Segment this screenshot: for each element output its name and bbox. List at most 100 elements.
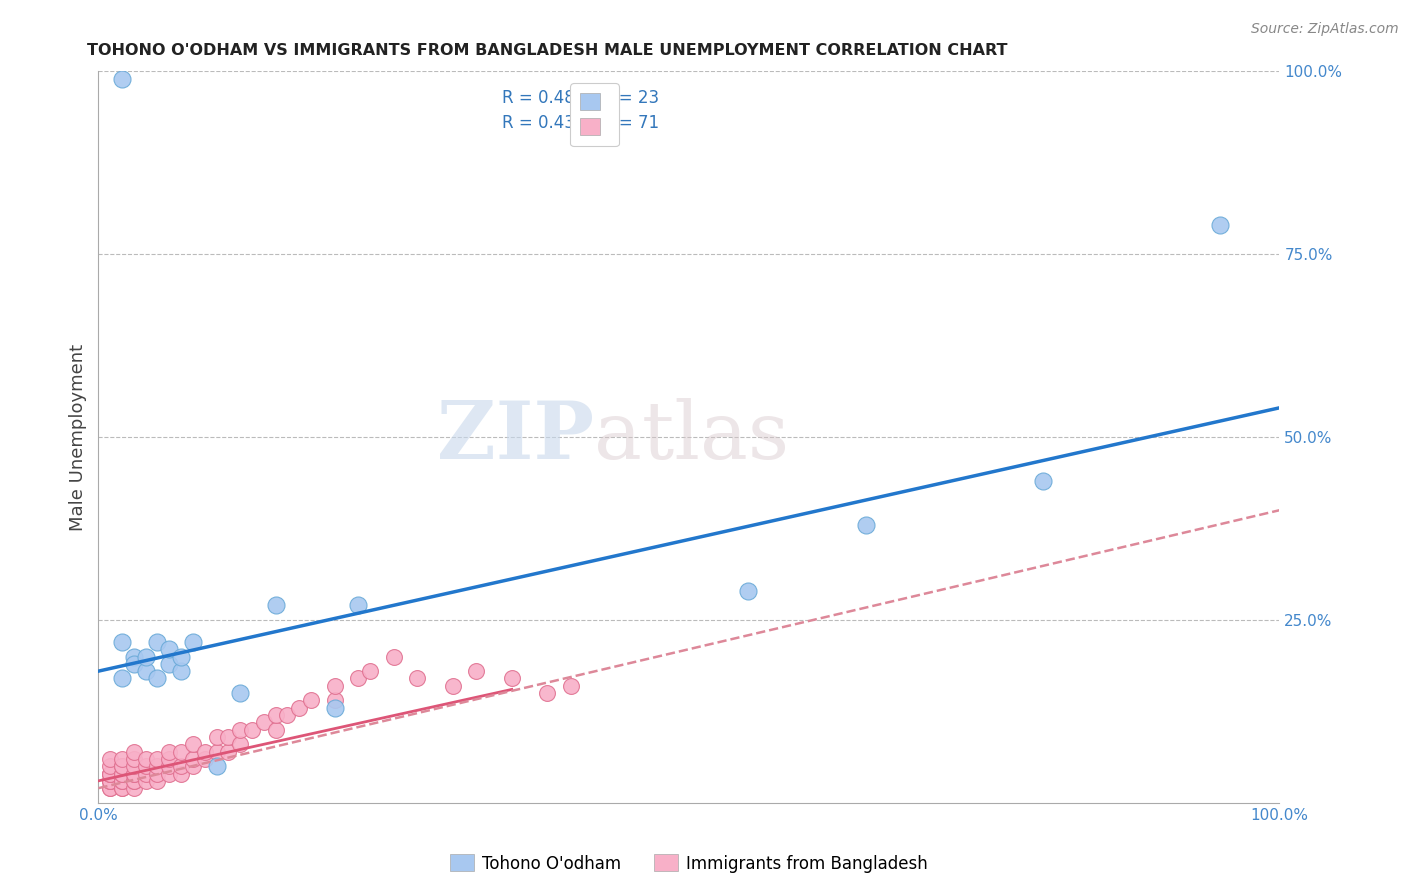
Legend: Tohono O'odham, Immigrants from Bangladesh: Tohono O'odham, Immigrants from Banglade… (443, 847, 935, 880)
Point (737, 583, 759, 598)
Point (288, 700, 311, 714)
Point (135, 759, 157, 773)
Point (111, 672, 134, 686)
Point (264, 599, 287, 613)
Legend: , : , (571, 83, 619, 146)
Point (146, 672, 169, 686)
Point (111, 773, 134, 788)
Point (170, 759, 193, 773)
Point (157, 759, 180, 773)
Point (170, 664, 193, 678)
Point (111, 752, 134, 766)
Point (253, 715, 276, 730)
Point (157, 745, 180, 759)
Text: atlas: atlas (595, 398, 790, 476)
Point (1209, 218, 1232, 232)
Point (170, 766, 193, 780)
Point (229, 737, 252, 751)
Point (111, 781, 134, 796)
Text: R = 0.484   N = 23: R = 0.484 N = 23 (502, 88, 659, 107)
Point (122, 781, 145, 796)
Point (122, 766, 145, 780)
Point (205, 730, 228, 744)
Point (146, 752, 169, 766)
Point (98, 759, 121, 773)
Point (146, 635, 169, 649)
Point (170, 745, 193, 759)
Point (205, 745, 228, 759)
Point (111, 759, 134, 773)
Point (146, 766, 169, 780)
Point (229, 686, 252, 700)
Y-axis label: Male Unemployment: Male Unemployment (69, 343, 87, 531)
Point (157, 642, 180, 657)
Point (382, 649, 405, 664)
Point (170, 649, 193, 664)
Point (98, 752, 121, 766)
Point (98, 781, 121, 796)
Point (194, 752, 217, 766)
Point (146, 773, 169, 788)
Point (501, 672, 523, 686)
Point (536, 686, 558, 700)
Text: R = 0.436   N = 71: R = 0.436 N = 71 (502, 113, 659, 131)
Point (406, 672, 429, 686)
Point (1032, 474, 1054, 488)
Point (264, 723, 287, 737)
Point (98, 773, 121, 788)
Point (560, 679, 582, 693)
Point (323, 693, 346, 707)
Point (181, 635, 204, 649)
Point (157, 752, 180, 766)
Point (855, 517, 877, 532)
Point (347, 672, 370, 686)
Point (465, 664, 488, 678)
Point (323, 679, 346, 693)
Point (122, 657, 145, 671)
Point (98, 773, 121, 788)
Point (299, 693, 322, 707)
Point (122, 759, 145, 773)
Point (122, 773, 145, 788)
Point (111, 759, 134, 773)
Point (135, 773, 157, 788)
Point (240, 723, 263, 737)
Point (111, 773, 134, 788)
Point (122, 649, 145, 664)
Point (217, 730, 239, 744)
Point (181, 737, 204, 751)
Point (111, 635, 134, 649)
Point (205, 759, 228, 773)
Point (98, 766, 121, 780)
Point (111, 766, 134, 780)
Point (264, 708, 287, 723)
Point (98, 766, 121, 780)
Point (157, 766, 180, 780)
Point (122, 766, 145, 780)
Point (122, 745, 145, 759)
Point (181, 752, 204, 766)
Point (111, 71, 134, 86)
Point (135, 649, 157, 664)
Text: Source: ZipAtlas.com: Source: ZipAtlas.com (1251, 22, 1399, 37)
Point (323, 700, 346, 714)
Point (276, 708, 298, 723)
Point (194, 745, 217, 759)
Point (98, 773, 121, 788)
Point (98, 766, 121, 780)
Point (217, 745, 239, 759)
Point (98, 781, 121, 796)
Point (181, 759, 204, 773)
Point (359, 664, 381, 678)
Point (111, 781, 134, 796)
Point (229, 723, 252, 737)
Text: ZIP: ZIP (437, 398, 595, 476)
Point (146, 759, 169, 773)
Point (347, 599, 370, 613)
Point (122, 773, 145, 788)
Point (441, 679, 464, 693)
Point (111, 766, 134, 780)
Point (135, 752, 157, 766)
Point (135, 766, 157, 780)
Point (135, 664, 157, 678)
